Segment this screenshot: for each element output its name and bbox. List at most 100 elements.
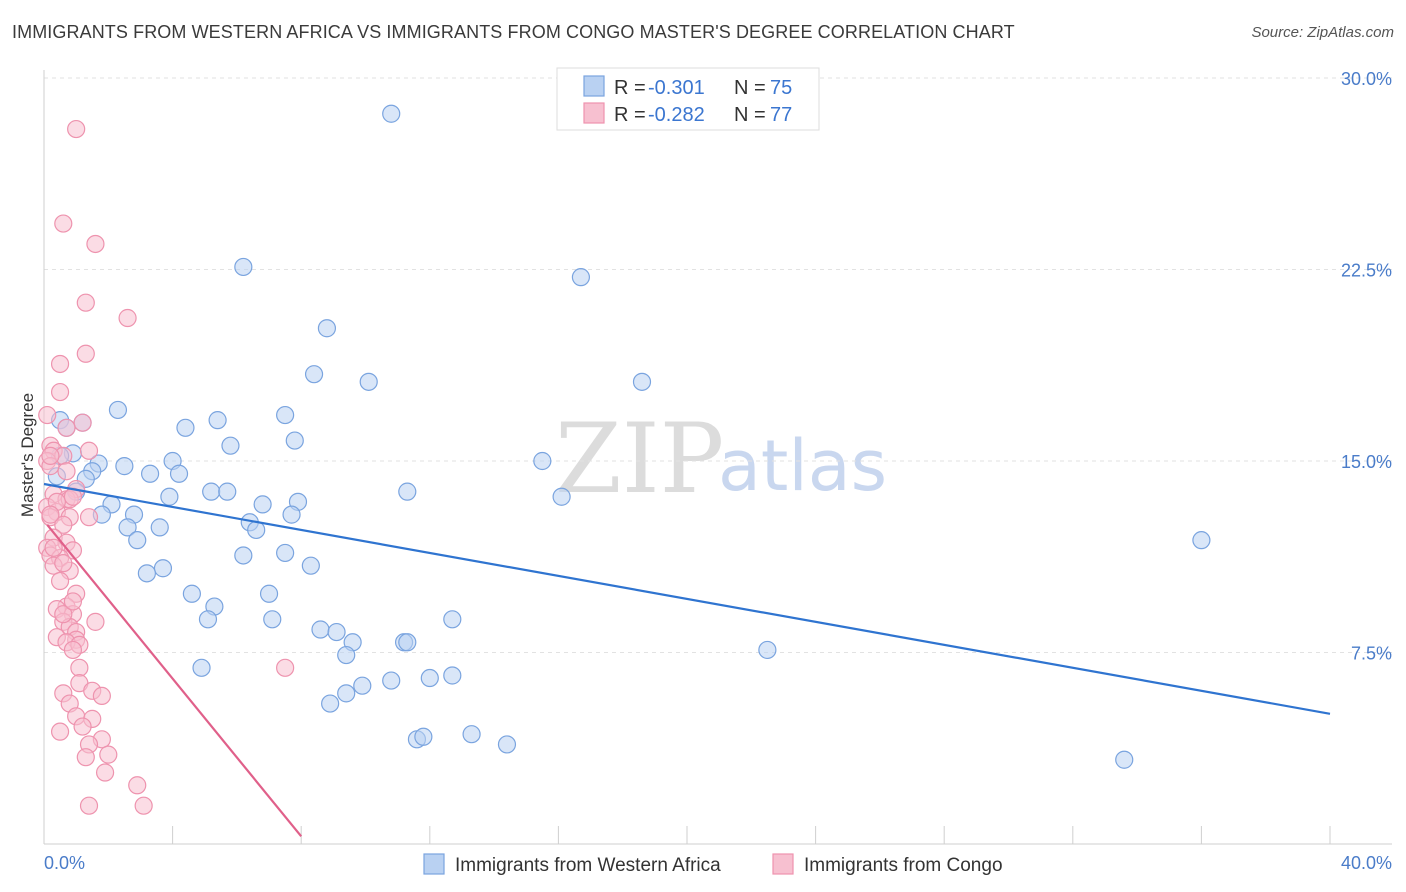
western-africa-point: [176, 418, 195, 437]
western-africa-point: [160, 487, 179, 506]
x-tick-labels: 0.0% 40.0%: [44, 853, 1392, 873]
western-africa-point: [218, 482, 237, 501]
western-africa-point: [552, 487, 571, 506]
gridlines: [44, 77, 1392, 653]
western-africa-point: [533, 451, 552, 471]
congo-trendline: [46, 524, 303, 838]
western-africa-point: [311, 620, 330, 639]
congo-point: [73, 413, 92, 432]
congo-point: [76, 748, 95, 767]
stats-legend: R = -0.301 N = 75 R = -0.282 N = 77: [556, 67, 820, 131]
x-tick-label: 40.0%: [1341, 853, 1392, 873]
congo-point: [63, 640, 83, 660]
congo-point: [54, 605, 73, 624]
western-africa-point: [276, 405, 295, 425]
western-africa-point: [182, 584, 201, 603]
congo-point: [99, 745, 118, 764]
congo-point: [41, 446, 60, 465]
congo-point: [276, 658, 295, 677]
western-africa-point: [285, 431, 304, 450]
chart-title: IMMIGRANTS FROM WESTERN AFRICA VS IMMIGR…: [12, 22, 1015, 42]
congo-point: [50, 571, 70, 591]
legend-n-label-1: N =: [734, 77, 766, 99]
western-africa-point: [118, 518, 137, 537]
congo-point: [57, 418, 76, 437]
series-legend: Immigrants from Western Africa Immigrant…: [423, 853, 1003, 876]
trend-lines: [43, 482, 1331, 838]
western-africa-point: [571, 268, 591, 287]
congo-point: [63, 592, 83, 611]
western-africa-point: [382, 104, 401, 123]
western-africa-point: [321, 694, 340, 713]
western-africa-point: [337, 645, 356, 665]
congo-point: [92, 686, 111, 706]
x-tick-marks: [43, 826, 1331, 844]
legend-r-label-1: R =: [614, 77, 646, 99]
western-africa-point: [108, 400, 128, 420]
western-africa-point: [337, 684, 356, 703]
congo-point: [50, 354, 70, 374]
y-tick-labels: 7.5% 15.0% 22.5% 30.0%: [1341, 69, 1392, 664]
western-africa-point: [140, 464, 160, 483]
congo-point: [70, 658, 89, 677]
western-africa-point: [198, 610, 218, 629]
western-africa-point: [327, 622, 346, 642]
series-swatch-pink: [772, 853, 794, 875]
legend-n-value-1: 75: [770, 77, 792, 99]
western-africa-point: [353, 676, 372, 695]
western-africa-point: [253, 495, 272, 514]
congo-point: [134, 796, 153, 815]
congo-point: [44, 538, 63, 557]
congo-point: [50, 722, 70, 741]
source-label: Source: ZipAtlas.com: [1251, 24, 1394, 41]
western-africa-trendline: [43, 482, 1331, 715]
series-label-congo: Immigrants from Congo: [804, 855, 1003, 876]
congo-point: [128, 776, 147, 795]
legend-n-value-2: 77: [770, 104, 792, 126]
watermark-atlas: atlas: [718, 425, 887, 507]
congo-point: [95, 763, 115, 782]
western-africa-point: [282, 505, 301, 524]
western-africa-point: [234, 257, 253, 277]
congo-point: [86, 612, 105, 631]
western-africa-point: [398, 482, 417, 501]
legend-r-value-2: -0.282: [648, 104, 705, 126]
congo-point: [54, 515, 73, 534]
congo-point: [79, 441, 99, 460]
y-axis-label: Master's Degree: [18, 393, 37, 517]
congo-point: [41, 505, 60, 524]
western-africa-point: [420, 668, 439, 688]
y-tick-label: 30.0%: [1341, 69, 1392, 89]
legend-r-value-1: -0.301: [648, 77, 705, 99]
x-tick-label: 0.0%: [44, 853, 85, 873]
congo-point: [50, 382, 70, 402]
western-africa-point: [317, 319, 337, 338]
congo-point: [67, 119, 86, 139]
western-africa-point: [414, 727, 433, 746]
western-africa-point: [115, 457, 134, 476]
congo-point: [57, 462, 76, 481]
congo-point: [79, 508, 99, 527]
western-africa-point: [208, 411, 227, 430]
congo-point: [118, 308, 137, 328]
western-africa-point: [1115, 750, 1134, 769]
legend-n-label-2: N =: [734, 104, 766, 126]
western-africa-point: [1192, 531, 1211, 550]
congo-point: [73, 717, 92, 736]
y-tick-label: 15.0%: [1341, 452, 1392, 472]
congo-point: [86, 234, 105, 254]
western-africa-point: [443, 610, 462, 629]
series-swatch-blue: [423, 853, 445, 875]
series-label-western-africa: Immigrants from Western Africa: [455, 855, 721, 876]
y-tick-label: 22.5%: [1341, 261, 1392, 281]
western-africa-point: [301, 556, 320, 575]
western-africa-point: [192, 658, 211, 677]
western-africa-point: [758, 640, 777, 660]
legend-swatch-pink: [583, 102, 605, 124]
congo-point: [38, 405, 57, 425]
western-africa-point: [304, 365, 324, 384]
western-africa-point: [150, 518, 169, 537]
legend-swatch-blue: [583, 75, 605, 97]
western-africa-point: [153, 559, 173, 578]
congo-point: [54, 554, 73, 573]
